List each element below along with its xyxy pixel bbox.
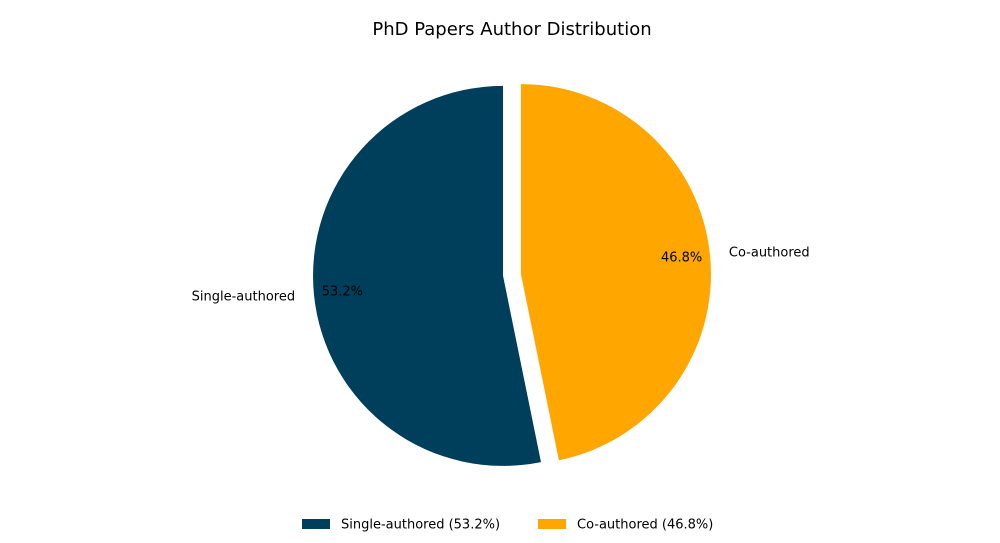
value-label: 53.2% xyxy=(322,285,363,300)
legend-swatch xyxy=(538,519,566,529)
chart-title: PhD Papers Author Distribution xyxy=(372,19,651,40)
legend-label: Co-authored (46.8%) xyxy=(577,518,713,533)
slice-label: Single-authored xyxy=(192,289,295,304)
slice-label: Co-authored xyxy=(729,246,810,261)
legend-swatch xyxy=(302,519,330,529)
legend-label: Single-authored (53.2%) xyxy=(341,518,500,533)
pie-slice xyxy=(313,85,541,466)
pie-slice xyxy=(520,84,711,461)
value-label: 46.8% xyxy=(661,250,702,265)
